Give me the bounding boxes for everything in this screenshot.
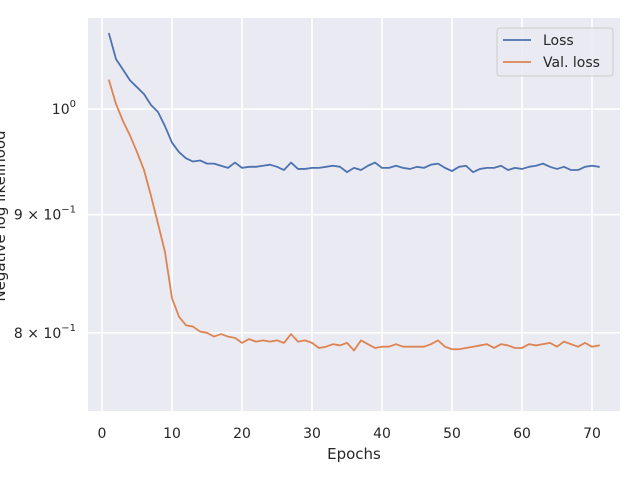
x-tick-label: 30 xyxy=(303,426,321,442)
y-tick-label: 8 × 10−1 xyxy=(14,323,76,342)
series-line-1 xyxy=(108,32,600,174)
x-tick-label: 10 xyxy=(163,426,181,442)
y-axis-label: Negative log likelihood xyxy=(0,130,9,301)
x-tick-label: 50 xyxy=(443,426,461,442)
y-tick-labels: 100 9 × 10−1 8 × 10−1 xyxy=(14,99,76,342)
series-lines xyxy=(108,32,600,352)
y-tick-label: 100 xyxy=(52,99,76,118)
legend-label: Val. loss xyxy=(543,55,600,71)
legend: Loss Val. loss xyxy=(496,27,614,77)
x-tick-label: 20 xyxy=(233,426,251,442)
x-tick-label: 60 xyxy=(513,426,531,442)
x-tick-labels: 0 10 20 30 40 50 60 70 xyxy=(98,426,601,442)
x-tick-label: 70 xyxy=(583,426,601,442)
grid xyxy=(88,18,620,411)
x-axis-label: Epochs xyxy=(327,445,381,463)
series-line-2 xyxy=(108,79,600,352)
legend-label: Loss xyxy=(543,33,574,49)
x-tick-label: 40 xyxy=(373,426,391,442)
y-tick-label: 9 × 10−1 xyxy=(14,205,76,224)
x-tick-label: 0 xyxy=(98,426,107,442)
